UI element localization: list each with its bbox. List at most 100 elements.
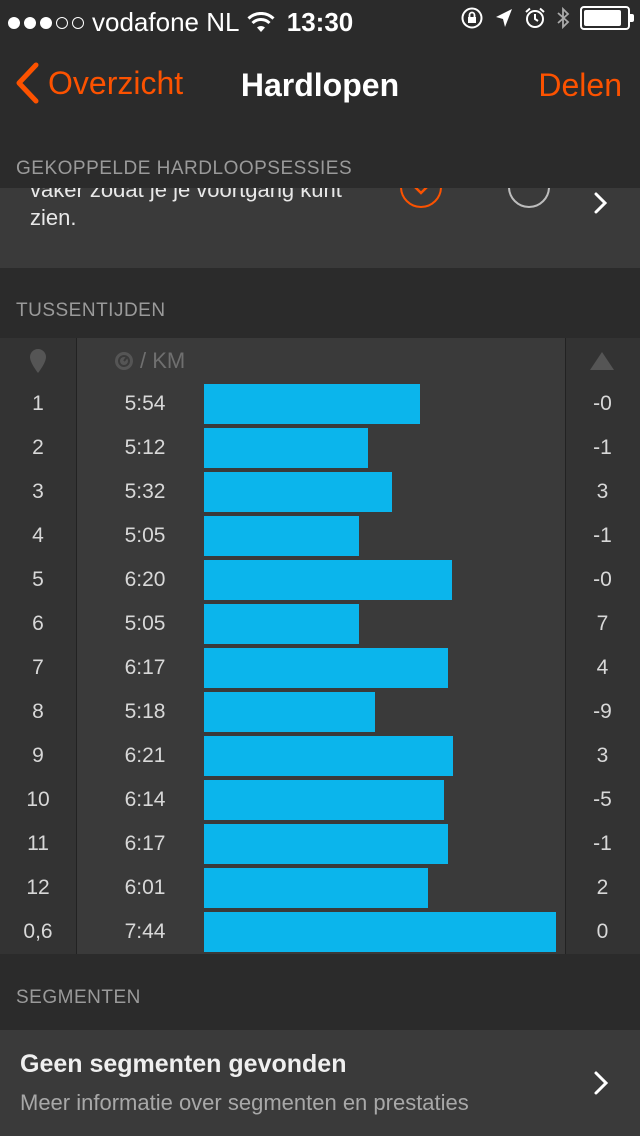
split-number-column — [0, 338, 77, 954]
split-pace-bar — [204, 912, 556, 952]
split-pace-bar — [204, 780, 444, 820]
split-pace: 6:14 — [124, 788, 166, 811]
split-row: 9 6:21 3 — [0, 734, 640, 778]
wifi-icon — [247, 11, 275, 32]
split-row: 7 6:17 4 — [0, 646, 640, 690]
split-number: 12 — [26, 876, 50, 899]
split-pace: 5:54 — [124, 392, 166, 415]
split-row: 6 5:05 7 — [0, 602, 640, 646]
share-button[interactable]: Delen — [538, 67, 622, 103]
split-elevation: -1 — [593, 436, 612, 459]
status-right — [460, 6, 634, 30]
split-elevation: 7 — [596, 612, 609, 635]
split-pace-bar — [204, 868, 428, 908]
split-number: 3 — [32, 480, 44, 503]
battery-icon — [580, 6, 634, 30]
pin-icon — [30, 349, 46, 373]
split-number: 2 — [32, 436, 44, 459]
split-pace-bar — [204, 736, 453, 776]
split-pace: 5:05 — [124, 524, 166, 547]
pace-icon — [115, 352, 133, 370]
split-elevation: 3 — [596, 744, 609, 767]
segments-subtitle: Meer informatie over segmenten en presta… — [20, 1090, 469, 1115]
signal-dot — [56, 16, 68, 29]
split-row: 11 6:17 -1 — [0, 822, 640, 866]
signal-dot — [72, 16, 84, 29]
location-arrow-icon — [496, 9, 512, 27]
split-pace-bar — [204, 560, 452, 600]
split-pace-bar — [204, 384, 420, 424]
alarm-icon — [525, 7, 545, 28]
split-number: 8 — [32, 700, 44, 723]
segments-header: SEGMENTEN — [0, 954, 640, 1030]
split-row: 5 6:20 -0 — [0, 558, 640, 602]
split-pace-bar — [204, 604, 359, 644]
split-elevation: 2 — [596, 876, 609, 899]
split-number: 9 — [32, 744, 44, 767]
split-number: 6 — [32, 612, 44, 635]
split-pace-bar — [204, 648, 448, 688]
split-row: 2 5:12 -1 — [0, 426, 640, 470]
split-row: 0,6 7:44 0 — [0, 910, 640, 954]
split-pace: 6:17 — [124, 832, 166, 855]
checkmark-icon — [414, 188, 428, 195]
navigation-bar: Overzicht Hardlopen Delen — [0, 40, 640, 129]
split-number: 7 — [32, 656, 44, 679]
pace-column-header: / KM — [114, 348, 185, 374]
unselected-radio[interactable] — [508, 188, 550, 208]
split-number: 1 — [32, 392, 44, 415]
split-pace: 6:20 — [124, 568, 166, 591]
splits-table: / KM 1 5:54 -0 2 5:12 -1 3 5:32 3 4 5:05 -1 5 6:20 -0 6… — [0, 338, 640, 954]
back-button-label: Overzicht — [48, 64, 184, 101]
segments-header-label: SEGMENTEN — [16, 987, 141, 1008]
split-elevation: -1 — [593, 832, 612, 855]
signal-dot — [40, 16, 52, 29]
signal-strength — [8, 16, 84, 29]
status-bar: vodafone NL 13:30 — [0, 0, 640, 40]
linked-runs-card[interactable]: vaker zodat je je voortgang kunt zien. — [0, 188, 640, 268]
split-row: 8 5:18 -9 — [0, 690, 640, 734]
split-elevation: -1 — [593, 524, 612, 547]
chevron-right-icon[interactable] — [594, 192, 608, 214]
split-row: 10 6:14 -5 — [0, 778, 640, 822]
split-pace: 7:44 — [124, 920, 166, 943]
status-time: 13:30 — [286, 7, 354, 37]
split-number: 4 — [32, 524, 44, 547]
split-pace-bar — [204, 516, 359, 556]
splits-header: TUSSENTIJDEN — [0, 268, 640, 338]
split-row: 12 6:01 2 — [0, 866, 640, 910]
split-pace-bar — [204, 472, 392, 512]
split-pace-bar — [204, 692, 375, 732]
pace-unit-label: / KM — [140, 348, 186, 373]
linked-runs-header: GEKOPPELDE HARDLOOPSESSIES — [0, 128, 640, 188]
split-number: 5 — [32, 568, 44, 591]
segments-title: Geen segmenten gevonden — [20, 1050, 347, 1078]
split-pace: 6:01 — [124, 876, 166, 899]
status-left: vodafone NL — [8, 7, 275, 38]
split-elevation: -0 — [593, 392, 612, 415]
split-pace-bar — [204, 428, 368, 468]
lock-rotation-icon — [461, 7, 483, 29]
split-row: 3 5:32 3 — [0, 470, 640, 514]
split-elevation: -0 — [593, 568, 612, 591]
battery-level — [584, 10, 622, 26]
split-number: 0,6 — [23, 920, 53, 943]
split-pace: 5:18 — [124, 700, 166, 723]
split-elevation: -5 — [593, 788, 612, 811]
linked-runs-header-label: GEKOPPELDE HARDLOOPSESSIES — [16, 158, 353, 179]
selected-radio[interactable] — [400, 188, 442, 208]
split-elevation: 4 — [596, 656, 609, 679]
split-elevation: -9 — [593, 700, 612, 723]
split-row: 1 5:54 -0 — [0, 382, 640, 426]
signal-dot — [8, 16, 20, 29]
split-number: 11 — [27, 832, 49, 855]
bluetooth-icon — [557, 6, 570, 30]
split-elevation: 3 — [596, 480, 609, 503]
back-button[interactable]: Overzicht — [14, 62, 183, 104]
split-pace: 5:12 — [124, 436, 166, 459]
split-pace: 5:32 — [124, 480, 166, 503]
signal-dot — [24, 16, 36, 29]
segments-card[interactable]: Geen segmenten gevonden Meer informatie … — [0, 1030, 640, 1136]
carrier-name: vodafone NL — [92, 7, 240, 37]
linked-runs-text: vaker zodat je je voortgang kunt zien. — [30, 188, 342, 230]
